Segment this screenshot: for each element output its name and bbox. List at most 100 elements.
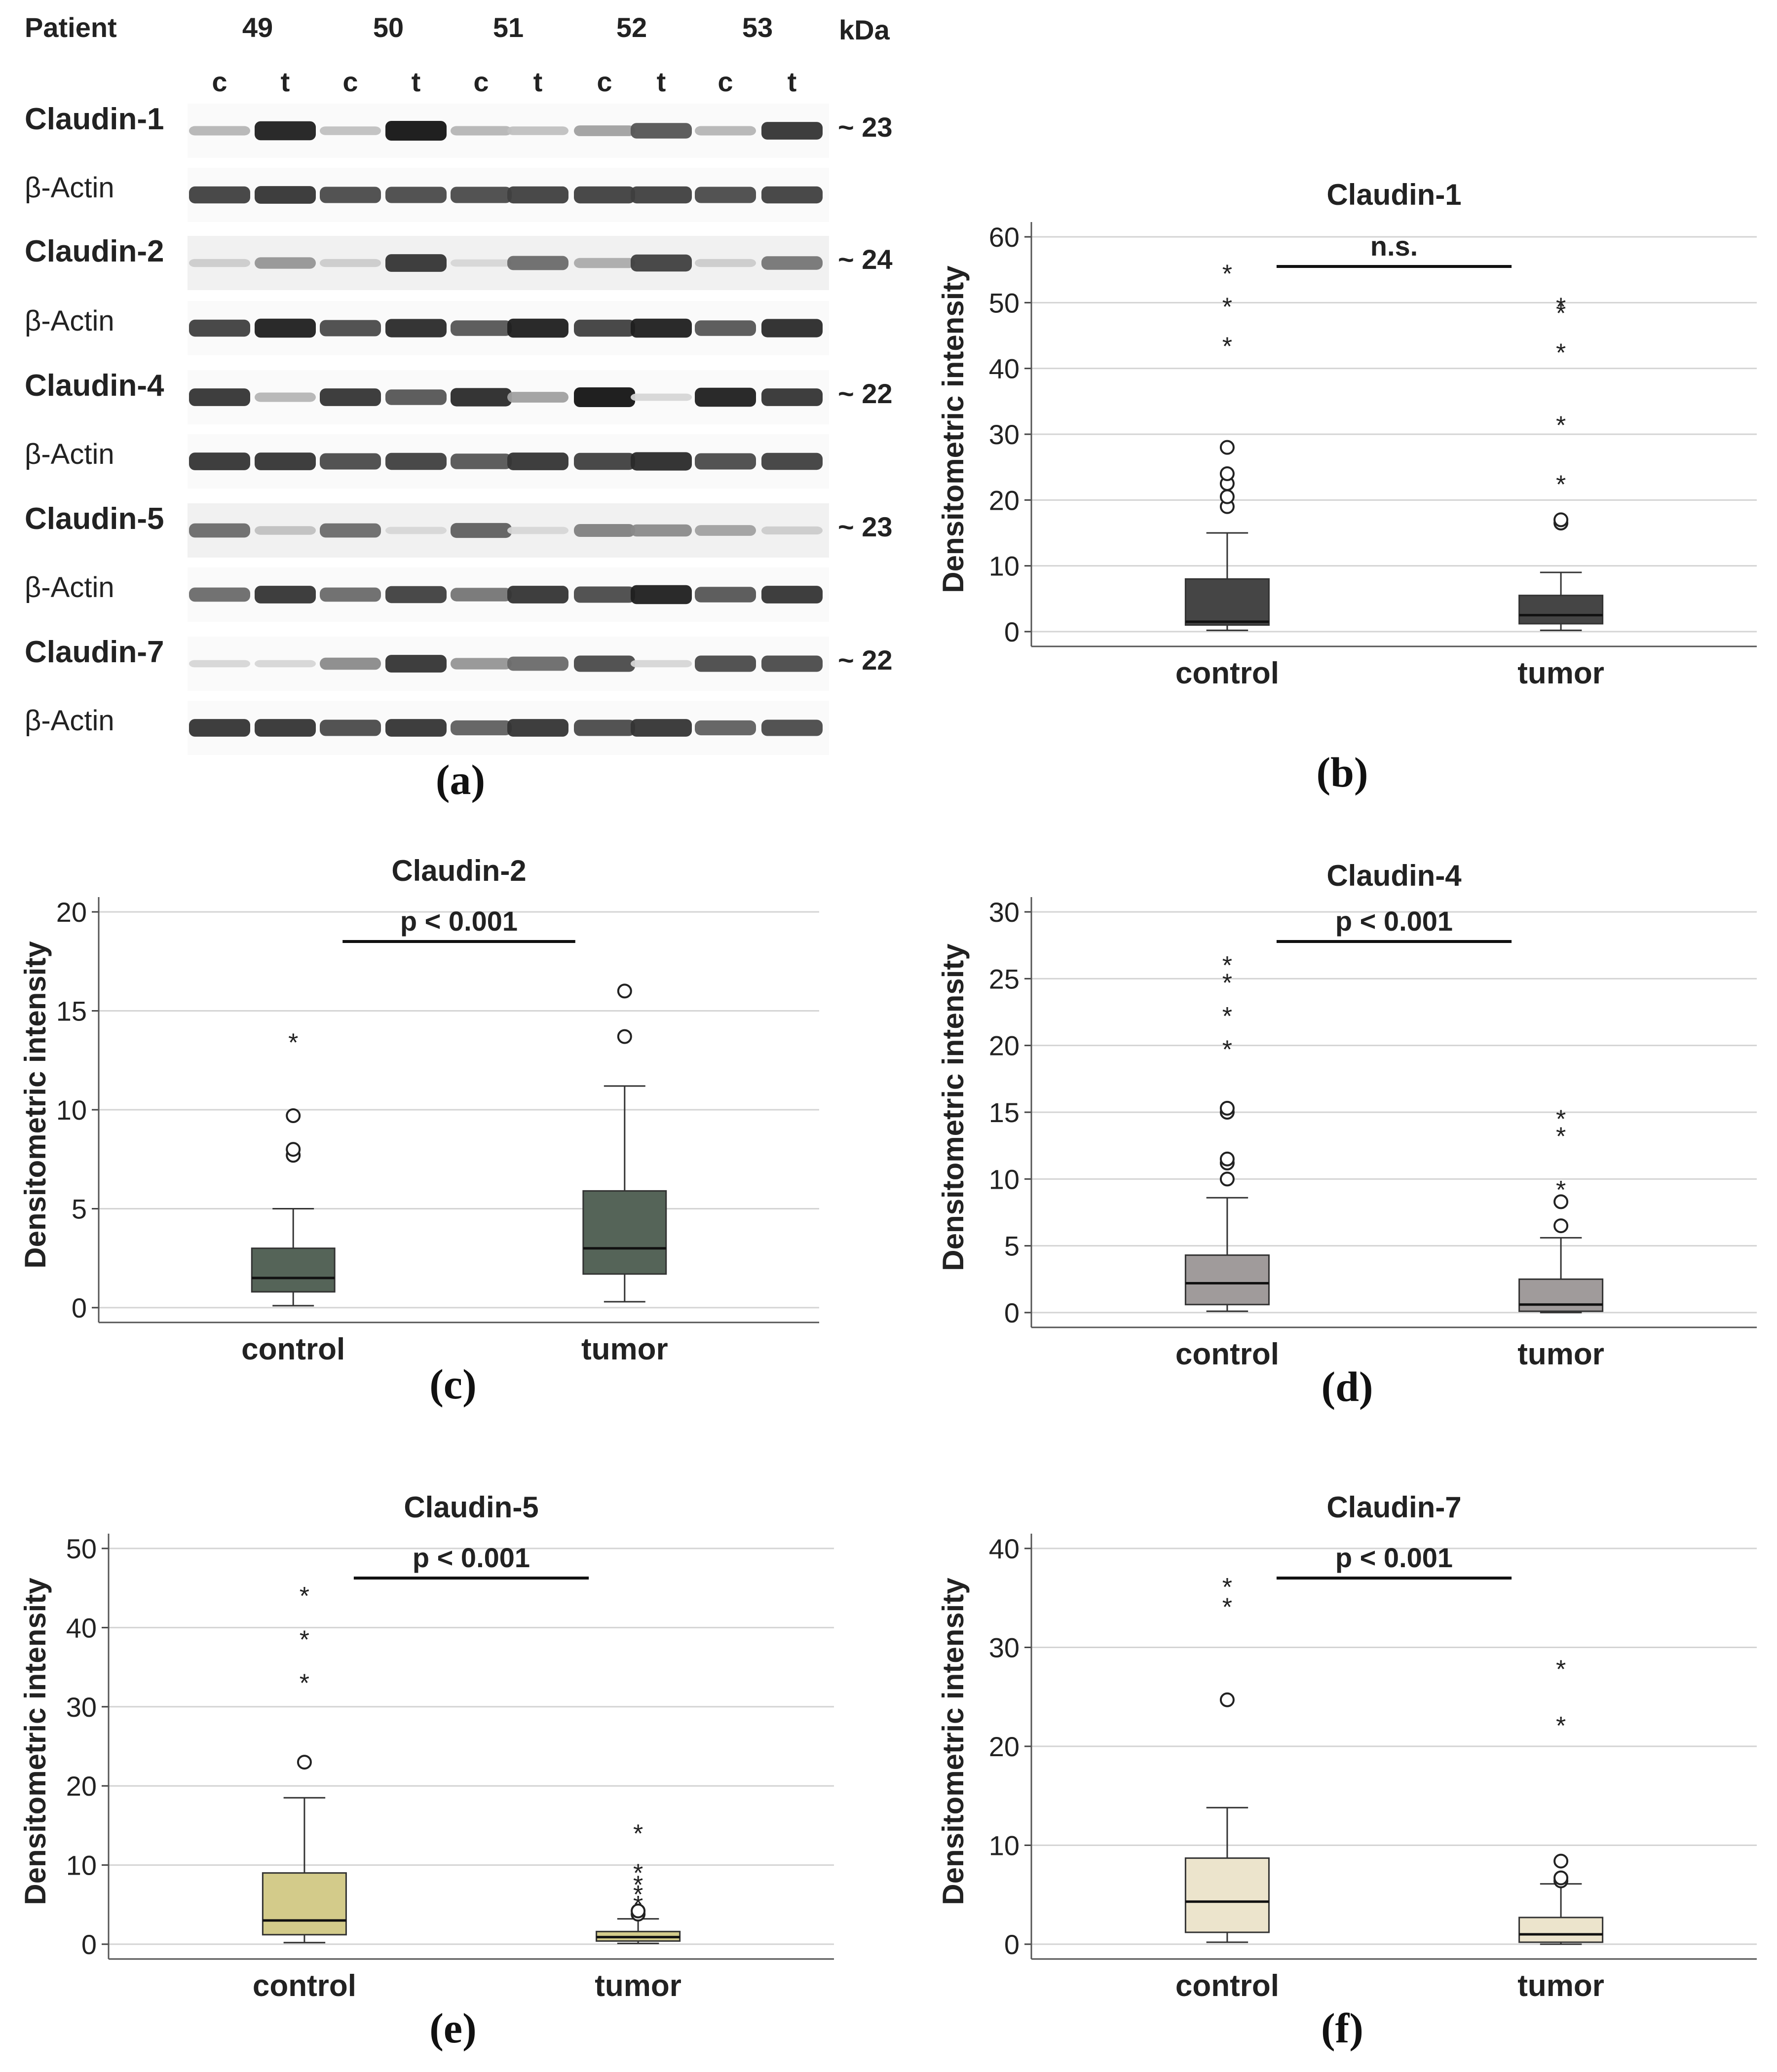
outlier-point [617, 983, 632, 999]
blot-band [451, 588, 512, 602]
blot-band [574, 452, 635, 470]
y-tick-label: 20 [56, 897, 87, 928]
blot-band [574, 258, 635, 268]
significance-label: n.s. [1370, 230, 1418, 262]
chart-title: Claudin-7 [1326, 1491, 1461, 1524]
patient-label: Patient [25, 12, 117, 43]
blot-band [451, 320, 512, 336]
y-tick-label: 40 [989, 353, 1020, 384]
blot-band [189, 319, 250, 337]
blot-band [385, 389, 447, 405]
boxplot-claudin-5: Claudin-5 Densitometric intensity 0 10 20 30 4… [19, 1491, 834, 2003]
blot-band [761, 452, 823, 470]
blot-band [695, 720, 756, 736]
x-tick-label: control [241, 1332, 345, 1366]
blot-band [451, 720, 512, 736]
blot-band [255, 257, 316, 269]
kda-value: ~ 23 [838, 511, 893, 542]
blot-band [631, 719, 692, 737]
blot-band [189, 126, 250, 136]
blot-band [631, 393, 692, 401]
blot-band [255, 186, 316, 204]
significance-label: p < 0.001 [1335, 1542, 1453, 1573]
y-tick-label: 30 [989, 419, 1020, 450]
outlier-point [1553, 1870, 1569, 1885]
iqr-box [262, 1872, 347, 1936]
lane-label: c [473, 66, 489, 97]
blot-band [507, 392, 568, 403]
blot-band [385, 452, 447, 470]
extreme-point: * [1222, 969, 1232, 997]
panel-label-c: (c) [429, 1360, 477, 1408]
y-tick-label: 10 [56, 1094, 87, 1126]
blot-band [695, 187, 756, 203]
outlier-point [631, 1903, 646, 1919]
blot-band [631, 254, 692, 272]
blot-band [320, 523, 381, 538]
blot-band [761, 122, 823, 140]
blot-band [631, 186, 692, 204]
box-tumor [582, 983, 667, 1303]
blot-band [385, 719, 447, 737]
extreme-point: * [1222, 1573, 1232, 1602]
blot-band [507, 256, 568, 270]
panel-label-b: (b) [1316, 749, 1368, 796]
blot-band [320, 259, 381, 267]
blot-band [574, 586, 635, 603]
blot-band [320, 187, 381, 203]
blot-band [320, 126, 381, 135]
blot-band [631, 524, 692, 537]
x-tick-label: tumor [1517, 656, 1604, 690]
box-tumor: ***** [596, 1819, 681, 1944]
lane-label: t [657, 66, 666, 97]
y-axis-label: Densitometric intensity [937, 943, 970, 1271]
iqr-box [1184, 1857, 1270, 1933]
blot-band [385, 121, 447, 141]
y-axis-label: Densitometric intensity [937, 1578, 970, 1905]
blot-band [255, 452, 316, 470]
outlier-point [1219, 440, 1235, 455]
blot-band [761, 719, 823, 736]
y-tick-label: 5 [72, 1194, 87, 1225]
panel-label-d: (d) [1321, 1363, 1373, 1410]
outlier-point [1219, 1171, 1235, 1187]
blot-band [695, 387, 756, 407]
y-tick-label: 50 [989, 287, 1020, 318]
blot-band [320, 587, 381, 602]
blot-band [761, 256, 823, 270]
x-tick-label: control [1175, 1969, 1279, 2003]
blot-band [385, 187, 447, 203]
blot-band [574, 655, 635, 672]
extreme-point: * [1556, 1176, 1566, 1205]
blot-band [385, 527, 447, 534]
actin-label: β-Actin [25, 571, 114, 603]
extreme-point: * [633, 1891, 643, 1920]
blot-band [189, 259, 250, 267]
blot-band [631, 123, 692, 139]
blot-band [255, 121, 316, 141]
blot-band [695, 320, 756, 336]
blot-band [695, 525, 756, 536]
blot-band [695, 126, 756, 136]
blot-band [761, 586, 823, 603]
extreme-point: * [1222, 1002, 1232, 1031]
outlier-point [1219, 1692, 1235, 1707]
panel-label-e: (e) [429, 2004, 477, 2052]
extreme-point: * [633, 1881, 643, 1909]
y-tick-label: 20 [989, 1731, 1020, 1762]
chart-title: Claudin-2 [391, 854, 526, 887]
significance-label: p < 0.001 [400, 905, 518, 937]
blot-band [451, 259, 512, 267]
blot-band [451, 453, 512, 469]
extreme-point: * [1556, 1712, 1566, 1740]
extreme-point: * [1222, 1593, 1232, 1621]
x-tick-label: control [1175, 1337, 1279, 1371]
blot-band [695, 587, 756, 603]
extreme-point: * [1556, 411, 1566, 440]
blot-band [451, 523, 512, 538]
extreme-point: * [300, 1669, 309, 1698]
outlier-point [1219, 1151, 1235, 1167]
iqr-box [1518, 595, 1604, 625]
y-axis-label: Densitometric intensity [937, 265, 970, 593]
y-tick-label: 40 [66, 1612, 97, 1643]
